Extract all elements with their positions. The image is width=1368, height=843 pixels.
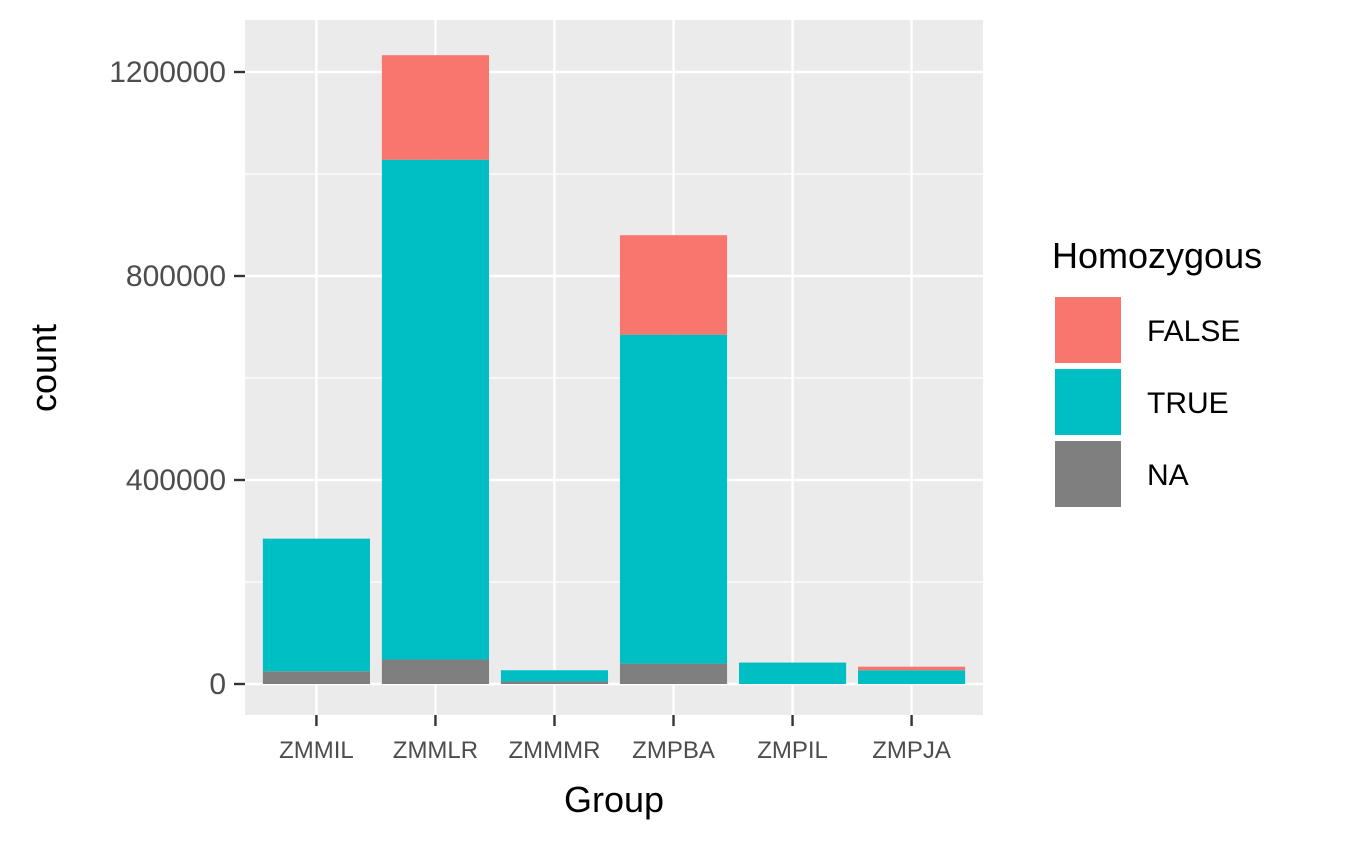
y-tick-label: 400000: [126, 464, 226, 497]
x-axis-title: Group: [564, 779, 664, 820]
legend-key-true: [1055, 369, 1121, 435]
x-tick-label-zmpil: ZMPIL: [757, 737, 828, 764]
y-tick-label: 1200000: [109, 56, 226, 89]
legend-label-false: FALSE: [1147, 315, 1240, 348]
bar-zmmlr-false: [381, 55, 490, 160]
bar-zmmil-na: [262, 671, 370, 684]
legend-items: FALSE TRUE NA: [1055, 297, 1240, 507]
x-tick-label-zmpja: ZMPJA: [872, 737, 951, 764]
bar-zmpja-false: [858, 666, 966, 671]
x-tick-label-zmpba: ZMPBA: [632, 737, 715, 764]
legend: Homozygous FALSE TRUE NA: [1052, 235, 1262, 507]
bar-zmmmr-true: [500, 670, 609, 682]
bar-zmpja-true: [858, 670, 966, 684]
legend-label-true: TRUE: [1147, 387, 1229, 420]
bar-zmpil-true: [738, 662, 847, 684]
x-tick-label-zmmlr: ZMMLR: [393, 737, 478, 764]
x-axis: ZMMIL ZMMLR ZMMMR ZMPBA ZMPIL ZMPJA: [279, 715, 951, 764]
legend-label-na: NA: [1147, 459, 1189, 492]
bar-zmmlr-true: [381, 159, 490, 660]
bar-zmpba-na: [619, 663, 728, 684]
bar-zmmlr-na: [381, 659, 490, 684]
legend-key-false: [1055, 297, 1121, 363]
bar-zmmmr-na: [500, 681, 609, 684]
y-tick-label: 0: [209, 668, 226, 701]
x-tick-label-zmmil: ZMMIL: [279, 737, 354, 764]
bars: [262, 55, 966, 684]
bar-zmmil-true: [262, 538, 370, 672]
bar-zmpba-false: [619, 235, 728, 335]
legend-key-na: [1055, 441, 1121, 507]
y-tick-label: 800000: [126, 260, 226, 293]
bar-zmpba-true: [619, 334, 728, 664]
legend-title: Homozygous: [1052, 235, 1262, 276]
y-axis: 0 400000 800000 1200000: [109, 56, 245, 701]
x-tick-label-zmmmr: ZMMMR: [508, 737, 600, 764]
y-axis-title: count: [23, 324, 64, 412]
